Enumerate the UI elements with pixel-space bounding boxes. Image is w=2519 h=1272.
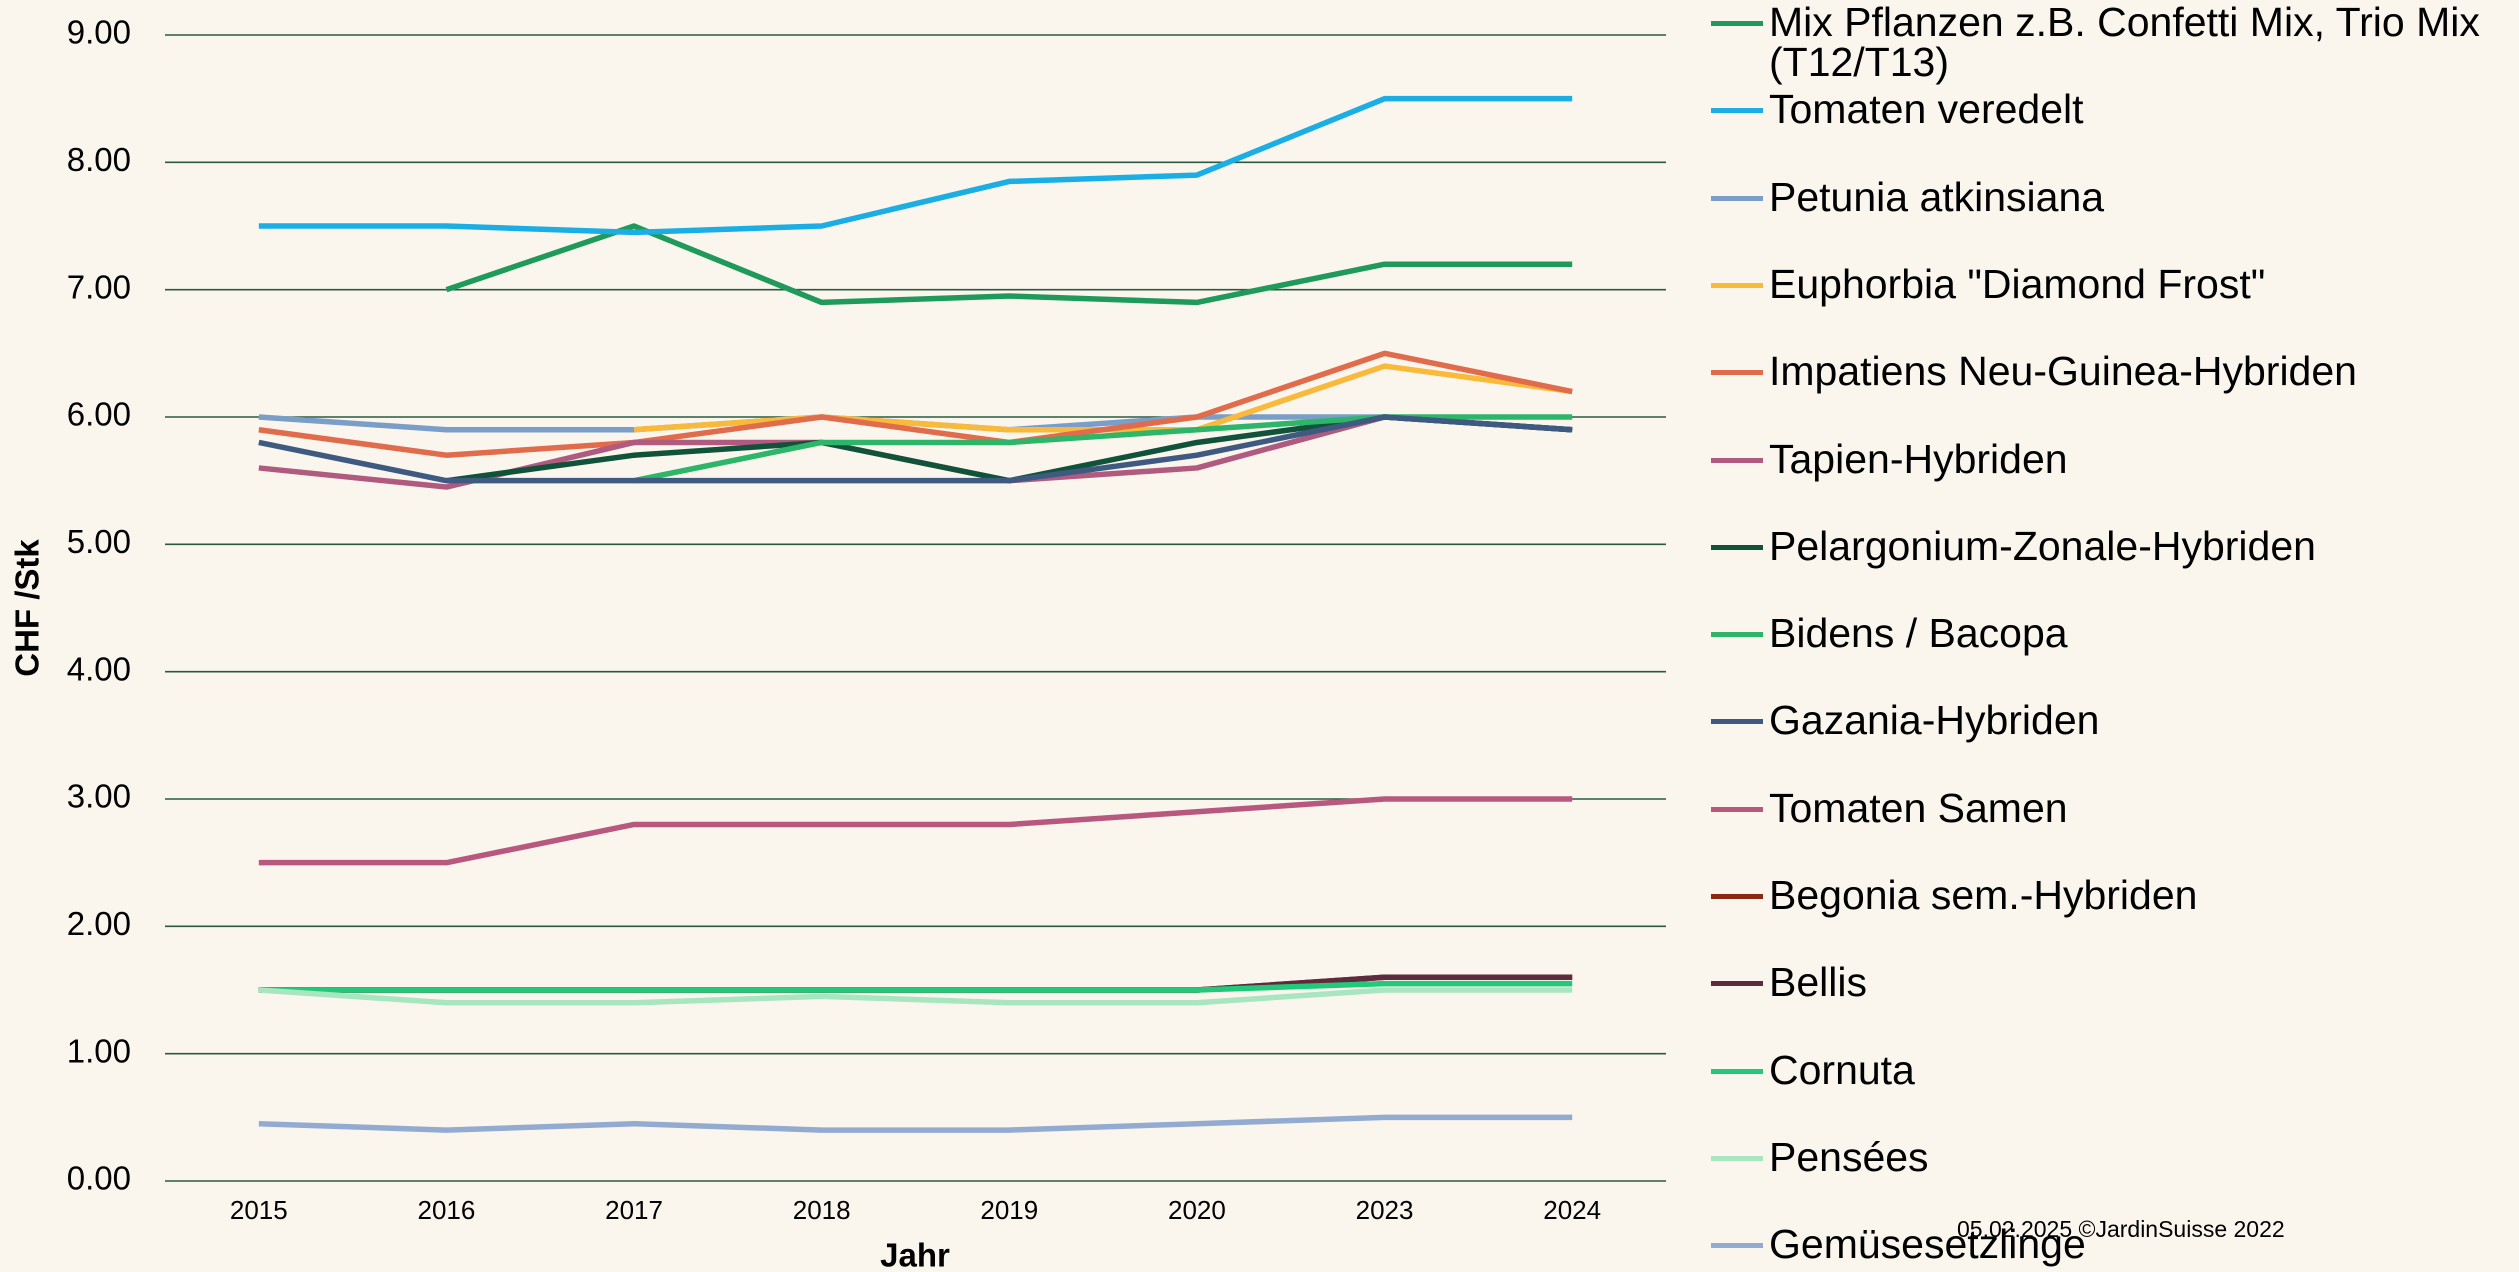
series-line — [258, 95, 1573, 236]
y-tick-label: 6.00 — [67, 396, 131, 433]
legend-item: Tomaten veredelt — [1711, 86, 2519, 133]
y-tick-label: 0.00 — [67, 1160, 131, 1197]
legend-item: Impatiens Neu-Guinea-Hybriden — [1711, 348, 2519, 395]
series-line — [258, 414, 1573, 484]
legend-label: Cornuta — [1769, 1046, 1915, 1093]
legend-swatch — [1711, 21, 1763, 26]
y-tick-label: 1.00 — [67, 1032, 131, 1069]
x-tick-label: 2018 — [793, 1195, 851, 1225]
legend-item: Cornuta — [1711, 1046, 2519, 1093]
legend-item: Pensées — [1711, 1133, 2519, 1180]
legend-label: Bellis — [1769, 959, 1867, 1006]
legend-item: Bidens / Bacopa — [1711, 610, 2519, 657]
series-line — [445, 223, 1573, 306]
x-tick-label: 2023 — [1356, 1195, 1414, 1225]
x-tick-label: 2016 — [418, 1195, 476, 1225]
legend-item: Mix Pflanzen z.B. Confetti Mix, Trio Mix… — [1711, 0, 2519, 85]
legend-label: Euphorbia "Diamond Frost" — [1769, 260, 2266, 307]
legend-label: Pelargonium-Zonale-Hybriden — [1769, 522, 2316, 569]
legend-swatch — [1711, 1155, 1763, 1161]
x-tick-label: 2017 — [605, 1195, 663, 1225]
legend-item: Tomaten Samen — [1711, 784, 2519, 831]
legend-item: Pelargonium-Zonale-Hybriden — [1711, 522, 2519, 569]
x-axis-title: Jahr — [880, 1237, 950, 1272]
legend-label: Bidens / Bacopa — [1769, 610, 2068, 657]
series-line — [633, 414, 1573, 484]
legend-swatch — [1711, 894, 1763, 899]
legend-swatch — [1711, 108, 1763, 114]
legend-swatch — [1711, 632, 1763, 638]
legend-item: Gazania-Hybriden — [1711, 697, 2519, 744]
legend-label: Mix Pflanzen z.B. Confetti Mix, Trio Mix… — [1769, 0, 2480, 85]
legend-item: Begonia sem.-Hybriden — [1711, 872, 2519, 918]
y-tick-label: 2.00 — [67, 905, 131, 942]
legend-item: Euphorbia "Diamond Frost" — [1711, 260, 2519, 307]
legend-item: Gemüsesetzlinge — [1711, 1221, 2519, 1268]
legend-swatch — [1711, 282, 1763, 288]
y-tick-label: 7.00 — [67, 268, 131, 305]
legend-label: Impatiens Neu-Guinea-Hybriden — [1769, 348, 2357, 395]
legend-label: Pensées — [1769, 1133, 1929, 1180]
legend-item: Petunia atkinsiana — [1711, 173, 2519, 220]
x-tick-label: 2024 — [1543, 1195, 1601, 1225]
legend-swatch — [1711, 806, 1763, 812]
legend-label: Gemüsesetzlinge — [1769, 1221, 2086, 1268]
legend-swatch — [1711, 719, 1763, 725]
legend-label: Petunia atkinsiana — [1769, 173, 2105, 220]
legend-swatch — [1711, 1243, 1763, 1249]
series-line — [258, 796, 1573, 866]
legend-swatch — [1711, 544, 1763, 550]
y-tick-label: 8.00 — [67, 141, 131, 178]
y-tick-label: 3.00 — [67, 778, 131, 815]
y-axis-title: CHF /Stk — [9, 539, 46, 677]
x-tick-label: 2019 — [980, 1195, 1038, 1225]
x-tick-label: 2020 — [1168, 1195, 1226, 1225]
legend-item: Tapien-Hybriden — [1711, 435, 2519, 482]
series-line — [258, 987, 1573, 1006]
legend-label: Tomaten veredelt — [1769, 86, 2084, 133]
legend-label: Gazania-Hybriden — [1769, 697, 2100, 744]
series-line — [258, 980, 1573, 993]
series-line — [258, 1114, 1573, 1133]
y-tick-label: 4.00 — [67, 650, 131, 687]
legend-swatch — [1711, 981, 1763, 987]
legend-swatch — [1711, 457, 1763, 463]
y-tick-label: 5.00 — [67, 523, 131, 560]
legend-label: Tomaten Samen — [1769, 784, 2068, 831]
legend-swatch — [1711, 1068, 1763, 1074]
legend-swatch — [1711, 195, 1763, 201]
x-tick-label: 2015 — [230, 1195, 288, 1225]
legend-label: Tapien-Hybriden — [1769, 435, 2068, 482]
legend-swatch — [1711, 370, 1763, 376]
series-line — [258, 350, 1573, 458]
y-tick-label: 9.00 — [67, 14, 131, 51]
legend-label: Begonia sem.-Hybriden — [1769, 872, 2198, 918]
legend-item: Bellis — [1711, 959, 2519, 1006]
